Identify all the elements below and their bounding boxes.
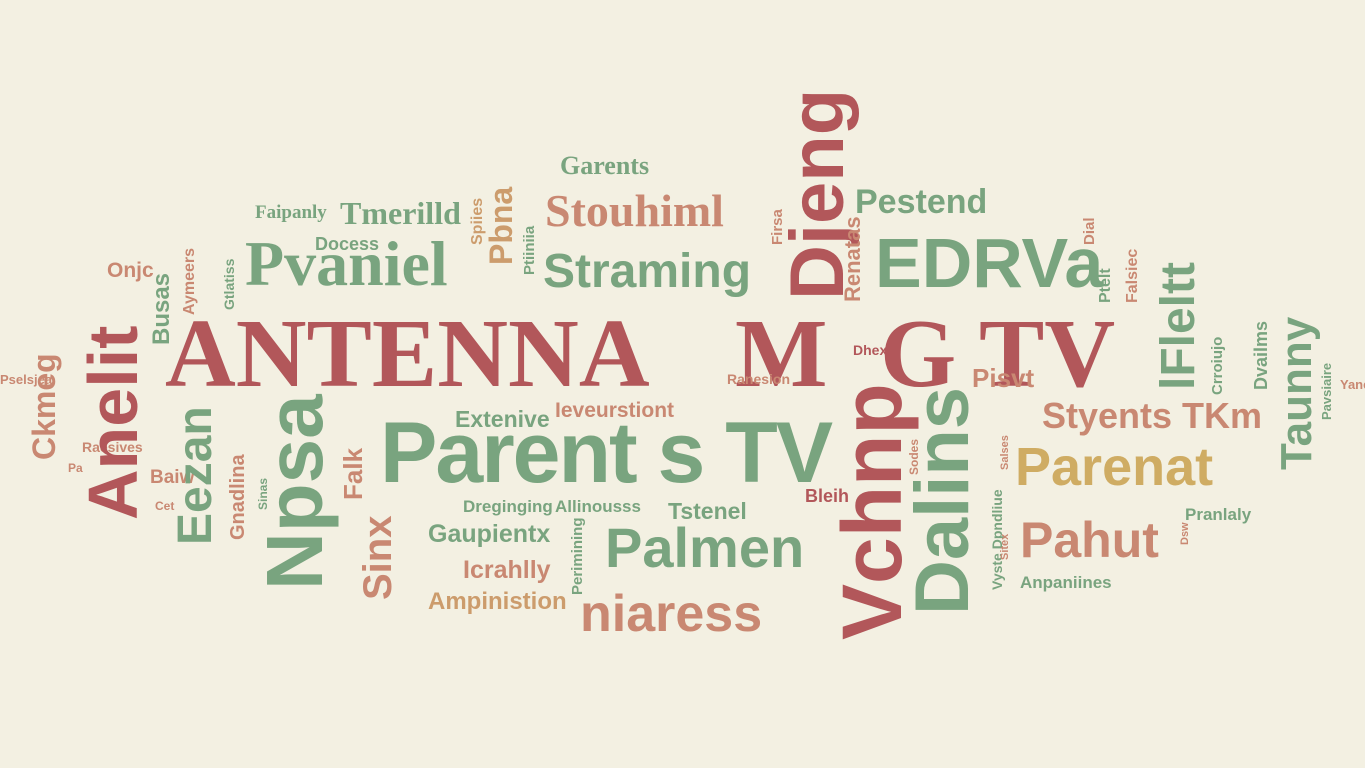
word-pbna: Pbna	[483, 186, 519, 265]
word-firsa: Firsa	[769, 209, 786, 245]
word-dial: Dial	[1081, 217, 1098, 245]
word-gaupientx: Gaupientx	[428, 520, 551, 548]
word-dreginging: Dreginging	[463, 497, 553, 516]
word-antenna: ANTENNA	[165, 300, 650, 408]
word-gnadlina: Gnadlina	[227, 454, 249, 540]
word-parenat: Parenat	[1015, 437, 1214, 497]
word-dvailms: Dvailms	[1251, 320, 1271, 390]
word-docess: Docess	[315, 234, 380, 254]
word-ckmeg: Ckmeg	[26, 353, 62, 460]
word-edrva: EDRVa	[875, 224, 1104, 302]
word-falsiec: Falsiec	[1124, 248, 1141, 303]
word-cet: Cet	[155, 499, 175, 513]
word-tmerilld: Tmerilld	[340, 195, 461, 231]
word-pavsiaire: Pavsiaire	[1319, 362, 1334, 420]
word-faipanly: Faipanly	[255, 202, 327, 223]
word-anelit: Anelit	[74, 325, 152, 520]
word-pranlaly: Pranlaly	[1185, 505, 1252, 524]
word-pselsjea: Pselsjea	[0, 372, 53, 387]
word-sinx: Sinx	[356, 515, 400, 600]
word-dsw: Dsw	[1179, 522, 1191, 545]
word-aymeers: Aymeers	[181, 247, 198, 315]
word-onjc: Onjc	[107, 259, 154, 282]
word-falk: Falk	[338, 447, 368, 500]
word-styents-tkm: Styents TKm	[1042, 395, 1263, 436]
word-baiw: Baiw	[150, 467, 195, 488]
word-renatas: Renatas	[840, 216, 865, 302]
word-pa: Pa	[68, 461, 83, 475]
word-niaress: niaress	[580, 585, 763, 643]
word-taunny: Taunny	[1272, 316, 1321, 470]
word-extenive: Extenive	[455, 406, 550, 432]
word-ampinistion: Ampinistion	[428, 588, 567, 615]
word-ieveurstiont: Ieveurstiont	[555, 399, 675, 422]
word-tstenel: Tstenel	[668, 498, 747, 524]
word-ptiiniia: Ptiiniia	[521, 225, 538, 275]
word-ranesion: Ranesion	[727, 371, 791, 387]
word-pahut: Pahut	[1020, 512, 1159, 568]
word-crroiujo: Crroiujo	[1209, 336, 1226, 395]
word-eezan: Eezan	[169, 406, 222, 545]
word-busas: Busas	[148, 272, 175, 345]
word-salses: Salses	[999, 435, 1011, 470]
word-sitex: Sitex	[999, 533, 1011, 560]
word-icrahlly: Icrahlly	[463, 556, 551, 584]
word-pestend: Pestend	[855, 183, 988, 221]
word-yane: Yane	[1340, 377, 1365, 392]
word-garents: Garents	[560, 151, 650, 180]
word-dhex: Dhex	[853, 342, 888, 358]
word-stouhiml: Stouhiml	[545, 185, 724, 236]
word-sodes: Sodes	[907, 438, 921, 475]
word-pisvt: Pisvt	[972, 363, 1035, 393]
word-pvaniel: Pvaniel	[245, 228, 448, 299]
word-spiies: Spiies	[469, 197, 486, 245]
word-allinousss: Allinousss	[555, 497, 641, 516]
word-sinas: Sinas	[256, 477, 270, 510]
word-bleih: Bleih	[805, 486, 850, 506]
word-gtv: G TV	[880, 300, 1116, 408]
word-parents-tv: Parent s TV	[380, 405, 833, 501]
word-ptelt: Ptelt	[1097, 268, 1114, 303]
word-perimining: Perimining	[569, 517, 586, 595]
word-anpaniines: Anpaniines	[1020, 573, 1112, 592]
word-lflelt: lFleltt	[1152, 262, 1205, 390]
word-straming: Straming	[543, 245, 752, 298]
word-dalins: Dalins	[900, 386, 985, 615]
word-palmen: Palmen	[605, 516, 805, 579]
word-raesives: Raesives	[82, 439, 143, 455]
word-gtlatiss: Gtlatiss	[221, 258, 237, 310]
word-m: M	[735, 300, 828, 408]
